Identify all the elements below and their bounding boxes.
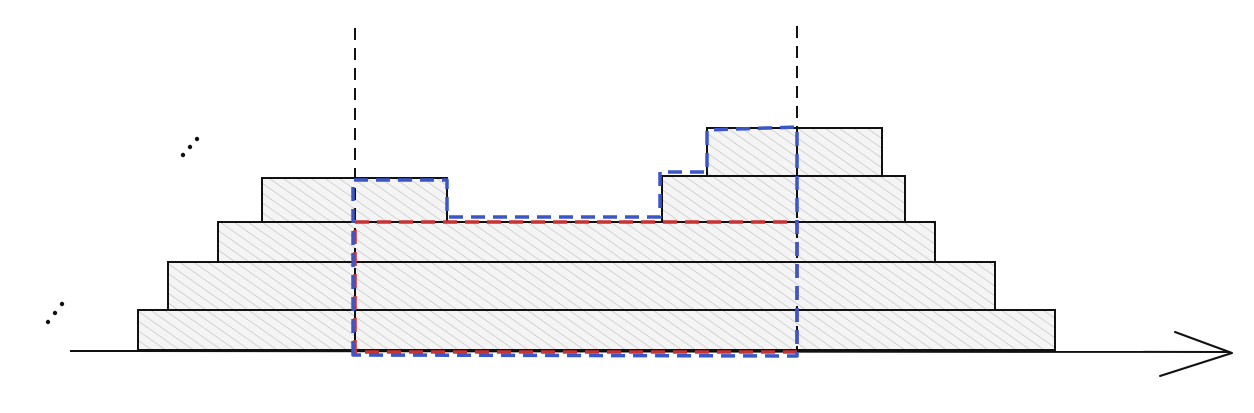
layer bbox=[167, 261, 996, 311]
layer bbox=[217, 221, 936, 263]
ellipsis bbox=[180, 136, 200, 158]
arrow-head bbox=[1159, 331, 1233, 377]
blue-region bbox=[351, 125, 799, 358]
layer bbox=[706, 127, 883, 177]
ellipsis bbox=[45, 301, 65, 325]
layer bbox=[137, 309, 1056, 351]
layer bbox=[661, 175, 906, 223]
axis bbox=[69, 350, 1231, 353]
layers bbox=[137, 127, 1056, 351]
